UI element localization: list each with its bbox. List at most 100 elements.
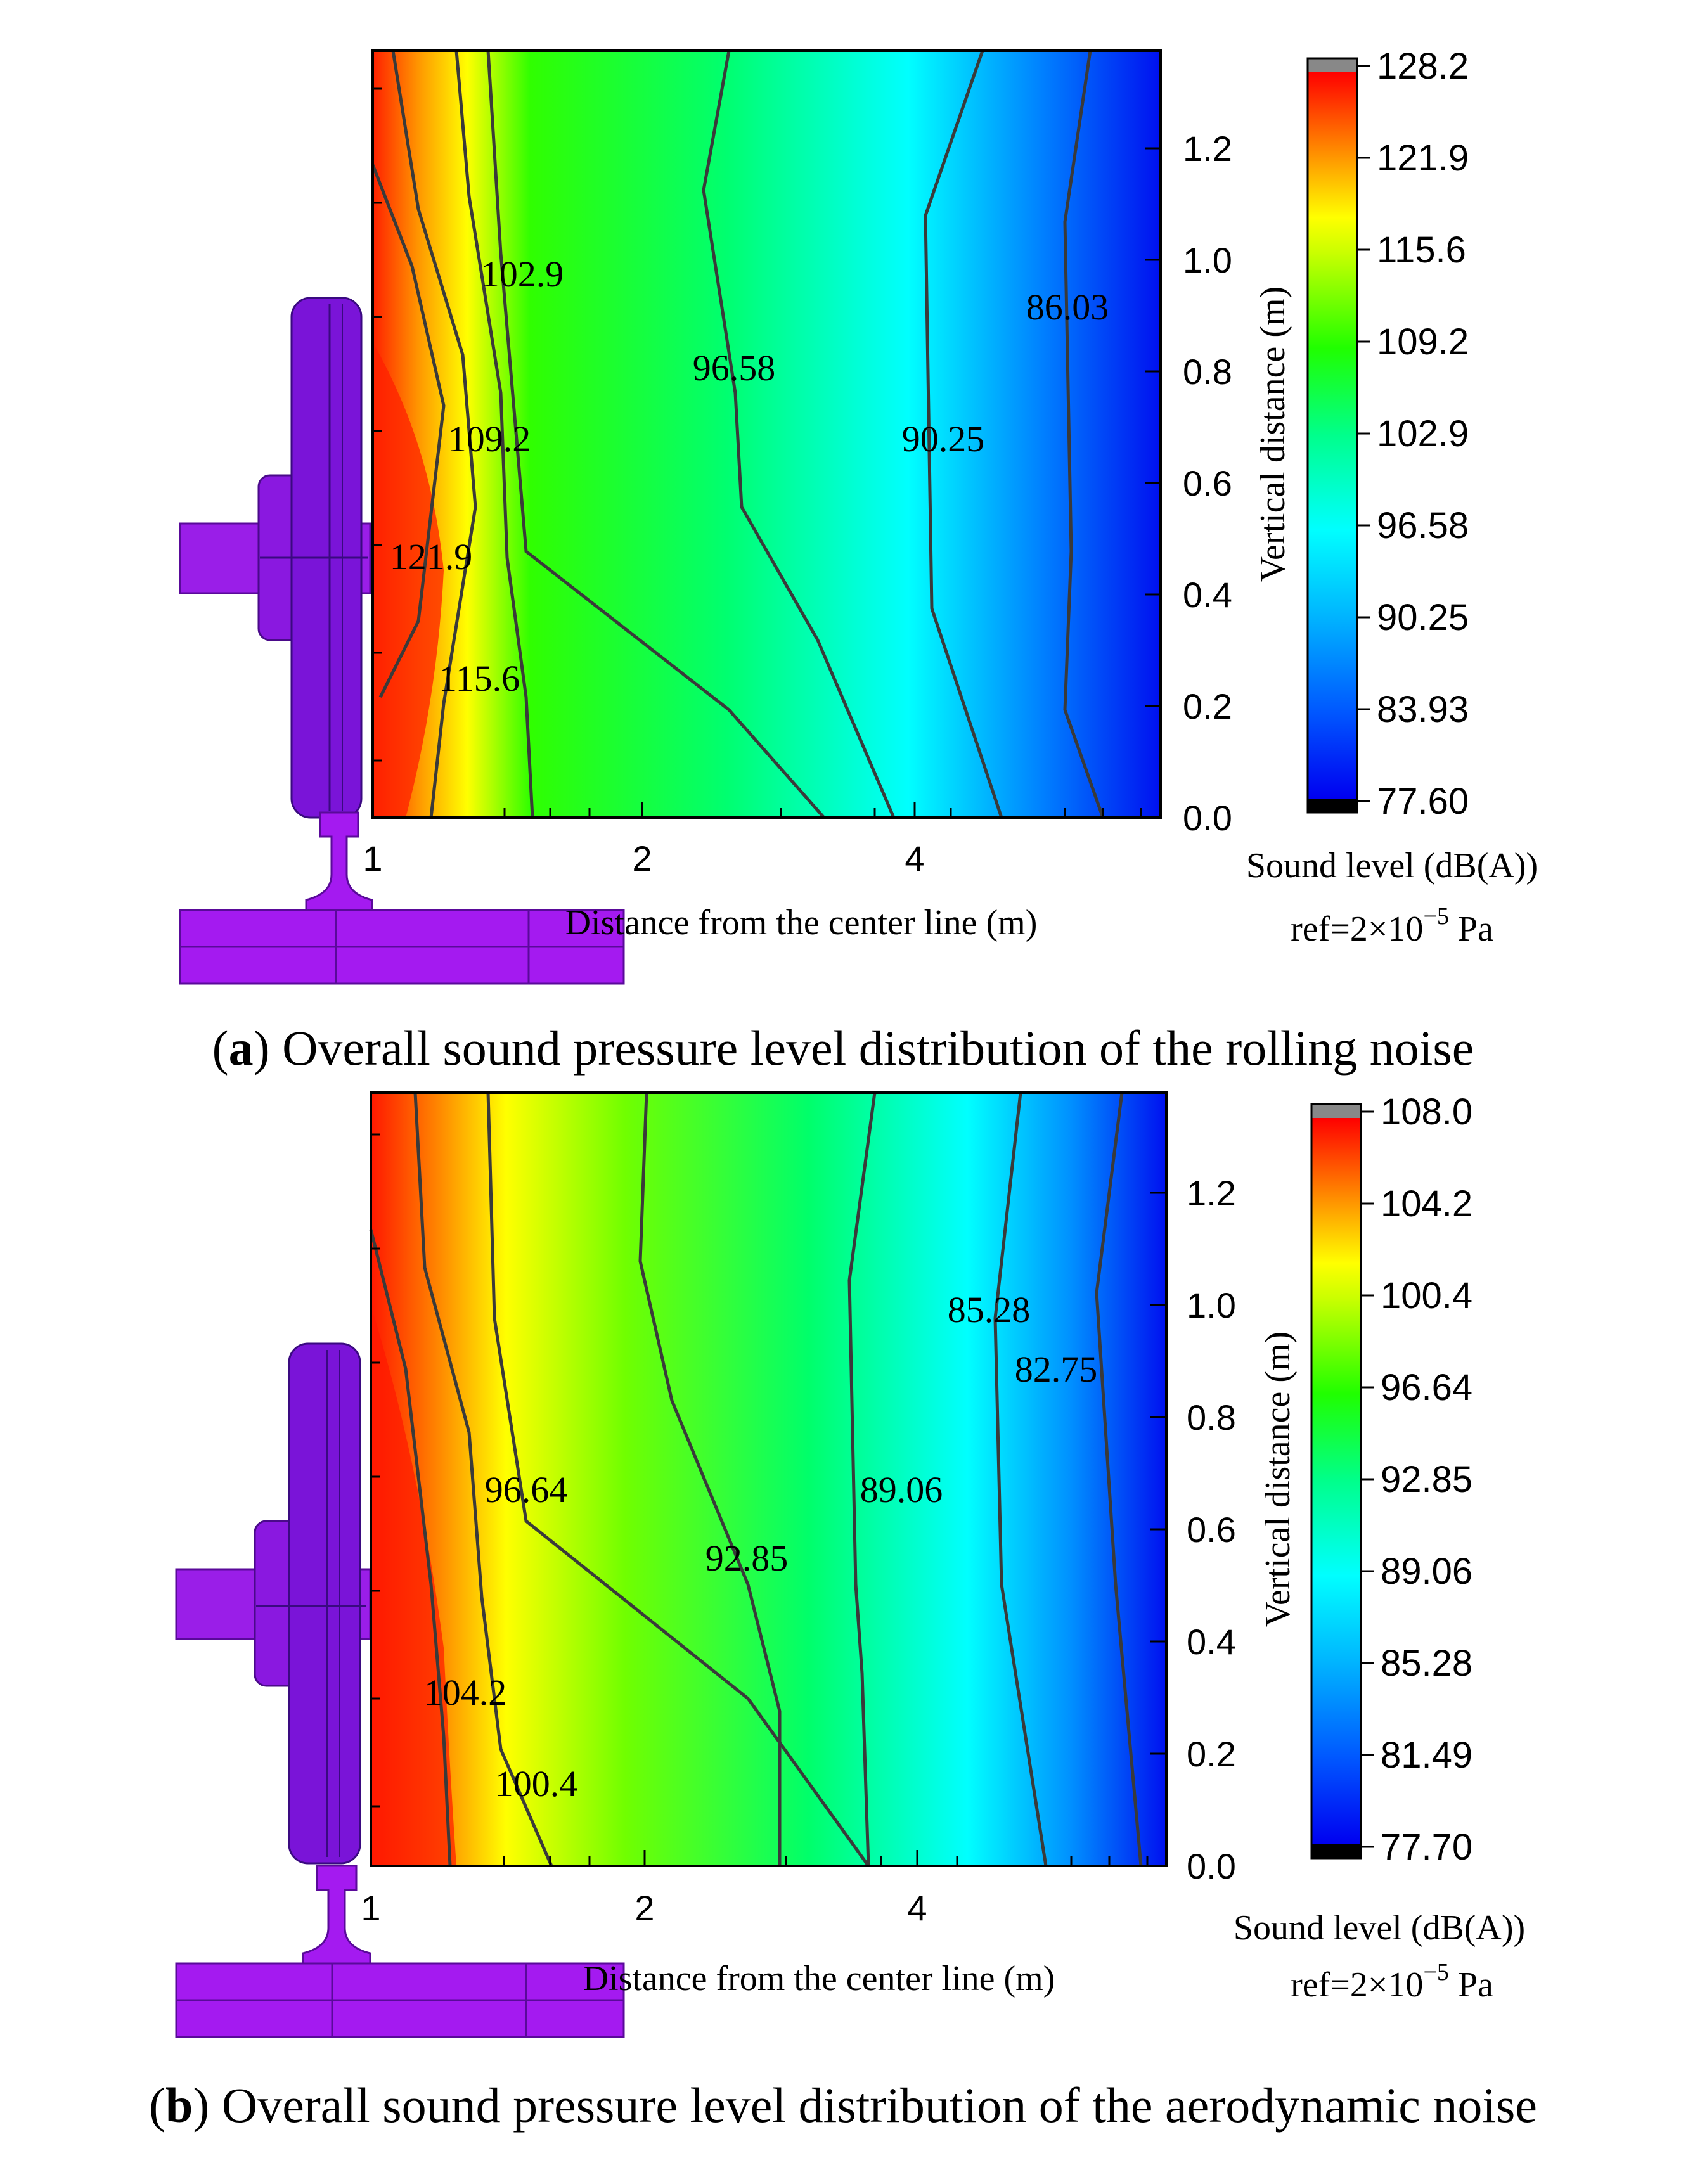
colorbar-tick-label-b: 100.4 (1381, 1275, 1472, 1316)
y-tick-label-b: 0.2 (1187, 1734, 1236, 1774)
contour-line-a (371, 164, 446, 698)
y-tick-label-b: 0.6 (1187, 1510, 1236, 1550)
y-tick-label-b: 1.2 (1187, 1173, 1236, 1213)
contour-line-b (369, 1229, 452, 1866)
colorbar-tick-label-b: 81.49 (1381, 1735, 1472, 1776)
colorbar-title-b: Sound level (dB(A)) (1234, 1908, 1525, 1948)
plot-frame-a (371, 49, 1162, 819)
colorbar-tick-label-b: 104.2 (1381, 1183, 1472, 1224)
caption-a: (a) Overall sound pressure level distrib… (212, 1020, 1474, 1076)
contour-label-a: 115.6 (439, 658, 520, 699)
y-axis-a: 0.0 0.2 0.4 0.6 0.8 1.0 1.2 Vertical dis… (1145, 129, 1292, 838)
wheel-illustration-a (179, 297, 625, 985)
colorbar-gradient-b (1311, 1118, 1361, 1844)
colorbar-b: 108.0 104.2 100.4 96.64 92.85 89.06 85.2… (1234, 1091, 1525, 2005)
contour-label-b: 104.2 (424, 1672, 507, 1713)
contour-lines-b (369, 1092, 1143, 1867)
colorbar-ref-a: ref=2×10−5 Pa (1291, 903, 1493, 949)
panel-b: 85.28 82.75 96.64 89.06 92.85 104.2 100.… (149, 1091, 1537, 2133)
contour-label-a: 102.9 (481, 254, 564, 295)
colorbar-tick-label-a: 90.25 (1377, 597, 1469, 638)
y-tick-label-a: 0.0 (1183, 798, 1232, 838)
y-tick-label-b: 0.4 (1187, 1622, 1236, 1662)
contour-line-a (486, 50, 825, 819)
y-tick-label-a: 0.8 (1183, 352, 1232, 392)
colorbar-tick-label-a: 77.60 (1377, 781, 1469, 822)
x-axis-label-b: Distance from the center line (m) (583, 1959, 1055, 1998)
colorbar-tick-label-b: 96.64 (1381, 1367, 1472, 1408)
y-tick-label-b: 0.0 (1187, 1846, 1236, 1886)
contour-label-b: 89.06 (860, 1469, 943, 1510)
contour-line-b (1095, 1092, 1143, 1866)
y-axis-label-b: Vertical distance (m) (1258, 1332, 1298, 1627)
y-tick-label-b: 0.8 (1187, 1397, 1236, 1437)
colorbar-tick-label-b: 92.85 (1381, 1459, 1472, 1500)
contour-lines-a (371, 50, 1105, 819)
contour-line-a (454, 50, 534, 818)
contour-line-a (702, 50, 896, 818)
contour-label-b: 82.75 (1015, 1349, 1098, 1390)
colorbar-tick-label-b: 77.70 (1381, 1827, 1472, 1868)
contour-labels-b: 85.28 82.75 96.64 89.06 92.85 104.2 100.… (424, 1289, 1098, 1804)
contour-line-a (1063, 50, 1105, 818)
x-tick-label-a: 2 (632, 838, 652, 878)
colorbar-tick-label-a: 83.93 (1377, 689, 1469, 730)
colorbar-over-a (1308, 58, 1357, 72)
colorbar-title-a: Sound level (dB(A)) (1246, 846, 1538, 885)
y-tick-label-a: 0.4 (1183, 575, 1232, 615)
panel-a: 102.9 96.58 86.03 109.2 90.25 121.9 115.… (179, 46, 1538, 1076)
colorbar-tick-label-a: 128.2 (1377, 46, 1469, 87)
colorbar-tick-label-b: 89.06 (1381, 1551, 1472, 1592)
x-axis-label-a: Distance from the center line (m) (565, 903, 1038, 942)
colorbar-tick-label-b: 85.28 (1381, 1643, 1472, 1684)
colorbar-tick-label-a: 96.58 (1377, 505, 1469, 546)
contour-label-a: 109.2 (448, 418, 531, 459)
colorbar-tick-label-a: 115.6 (1377, 229, 1466, 271)
x-tick-label-b: 4 (907, 1888, 927, 1928)
colorbar-ticks-a (1357, 65, 1370, 802)
plot-frame-b (370, 1091, 1168, 1867)
contour-line-a (391, 50, 477, 818)
contour-field-a (373, 51, 1161, 818)
contour-hot-core-a (373, 342, 444, 818)
y-tick-label-a: 0.6 (1183, 463, 1232, 503)
x-minor-ticks-a (373, 87, 1142, 818)
y-axis-label-a: Vertical distance (m) (1253, 286, 1292, 582)
contour-label-a: 96.58 (693, 347, 776, 389)
colorbar-over-b (1311, 1104, 1361, 1118)
contour-label-a: 121.9 (390, 536, 473, 577)
colorbar-ticks-b (1361, 1110, 1374, 1848)
contour-labels-a: 102.9 96.58 86.03 109.2 90.25 121.9 115.… (390, 254, 1109, 699)
contour-line-b (638, 1092, 782, 1866)
y-tick-label-b: 1.0 (1187, 1285, 1236, 1325)
x-tick-label-b: 2 (635, 1888, 654, 1928)
contour-label-a: 86.03 (1026, 286, 1109, 328)
contour-label-b: 100.4 (495, 1763, 578, 1804)
colorbar-gradient-a (1308, 72, 1357, 799)
colorbar-ref-b: ref=2×10−5 Pa (1291, 1959, 1493, 2005)
y-tick-label-a: 1.0 (1183, 240, 1232, 280)
contour-line-b (993, 1092, 1048, 1866)
contour-line-a (924, 50, 1003, 818)
colorbar-under-a (1308, 799, 1357, 813)
contour-line-b (413, 1092, 553, 1866)
colorbar-tick-label-a: 109.2 (1377, 321, 1469, 363)
wheel-illustration-b (175, 1342, 625, 2038)
x-axis-a: 1 2 4 Distance from the center line (m) (363, 802, 1037, 942)
contour-line-b (847, 1092, 877, 1866)
contour-label-a: 90.25 (902, 418, 985, 459)
y-axis-b: 0.0 0.2 0.4 0.6 0.8 1.0 1.2 Vertical dis… (1150, 1173, 1298, 1886)
colorbar-tick-label-b: 108.0 (1381, 1091, 1472, 1133)
x-tick-label-a: 4 (905, 838, 924, 878)
colorbar-a: 128.2 121.9 115.6 109.2 102.9 96.58 90.2… (1246, 46, 1538, 949)
x-tick-label-a: 1 (363, 838, 382, 878)
contour-field-b (371, 1093, 1166, 1866)
colorbar-under-b (1311, 1844, 1361, 1858)
x-tick-label-b: 1 (361, 1888, 380, 1928)
y-tick-label-a: 1.2 (1183, 129, 1232, 169)
contour-line-b (486, 1092, 870, 1867)
contour-label-b: 92.85 (705, 1538, 789, 1579)
colorbar-tick-label-a: 121.9 (1377, 138, 1469, 179)
colorbar-tick-label-a: 102.9 (1377, 413, 1469, 454)
